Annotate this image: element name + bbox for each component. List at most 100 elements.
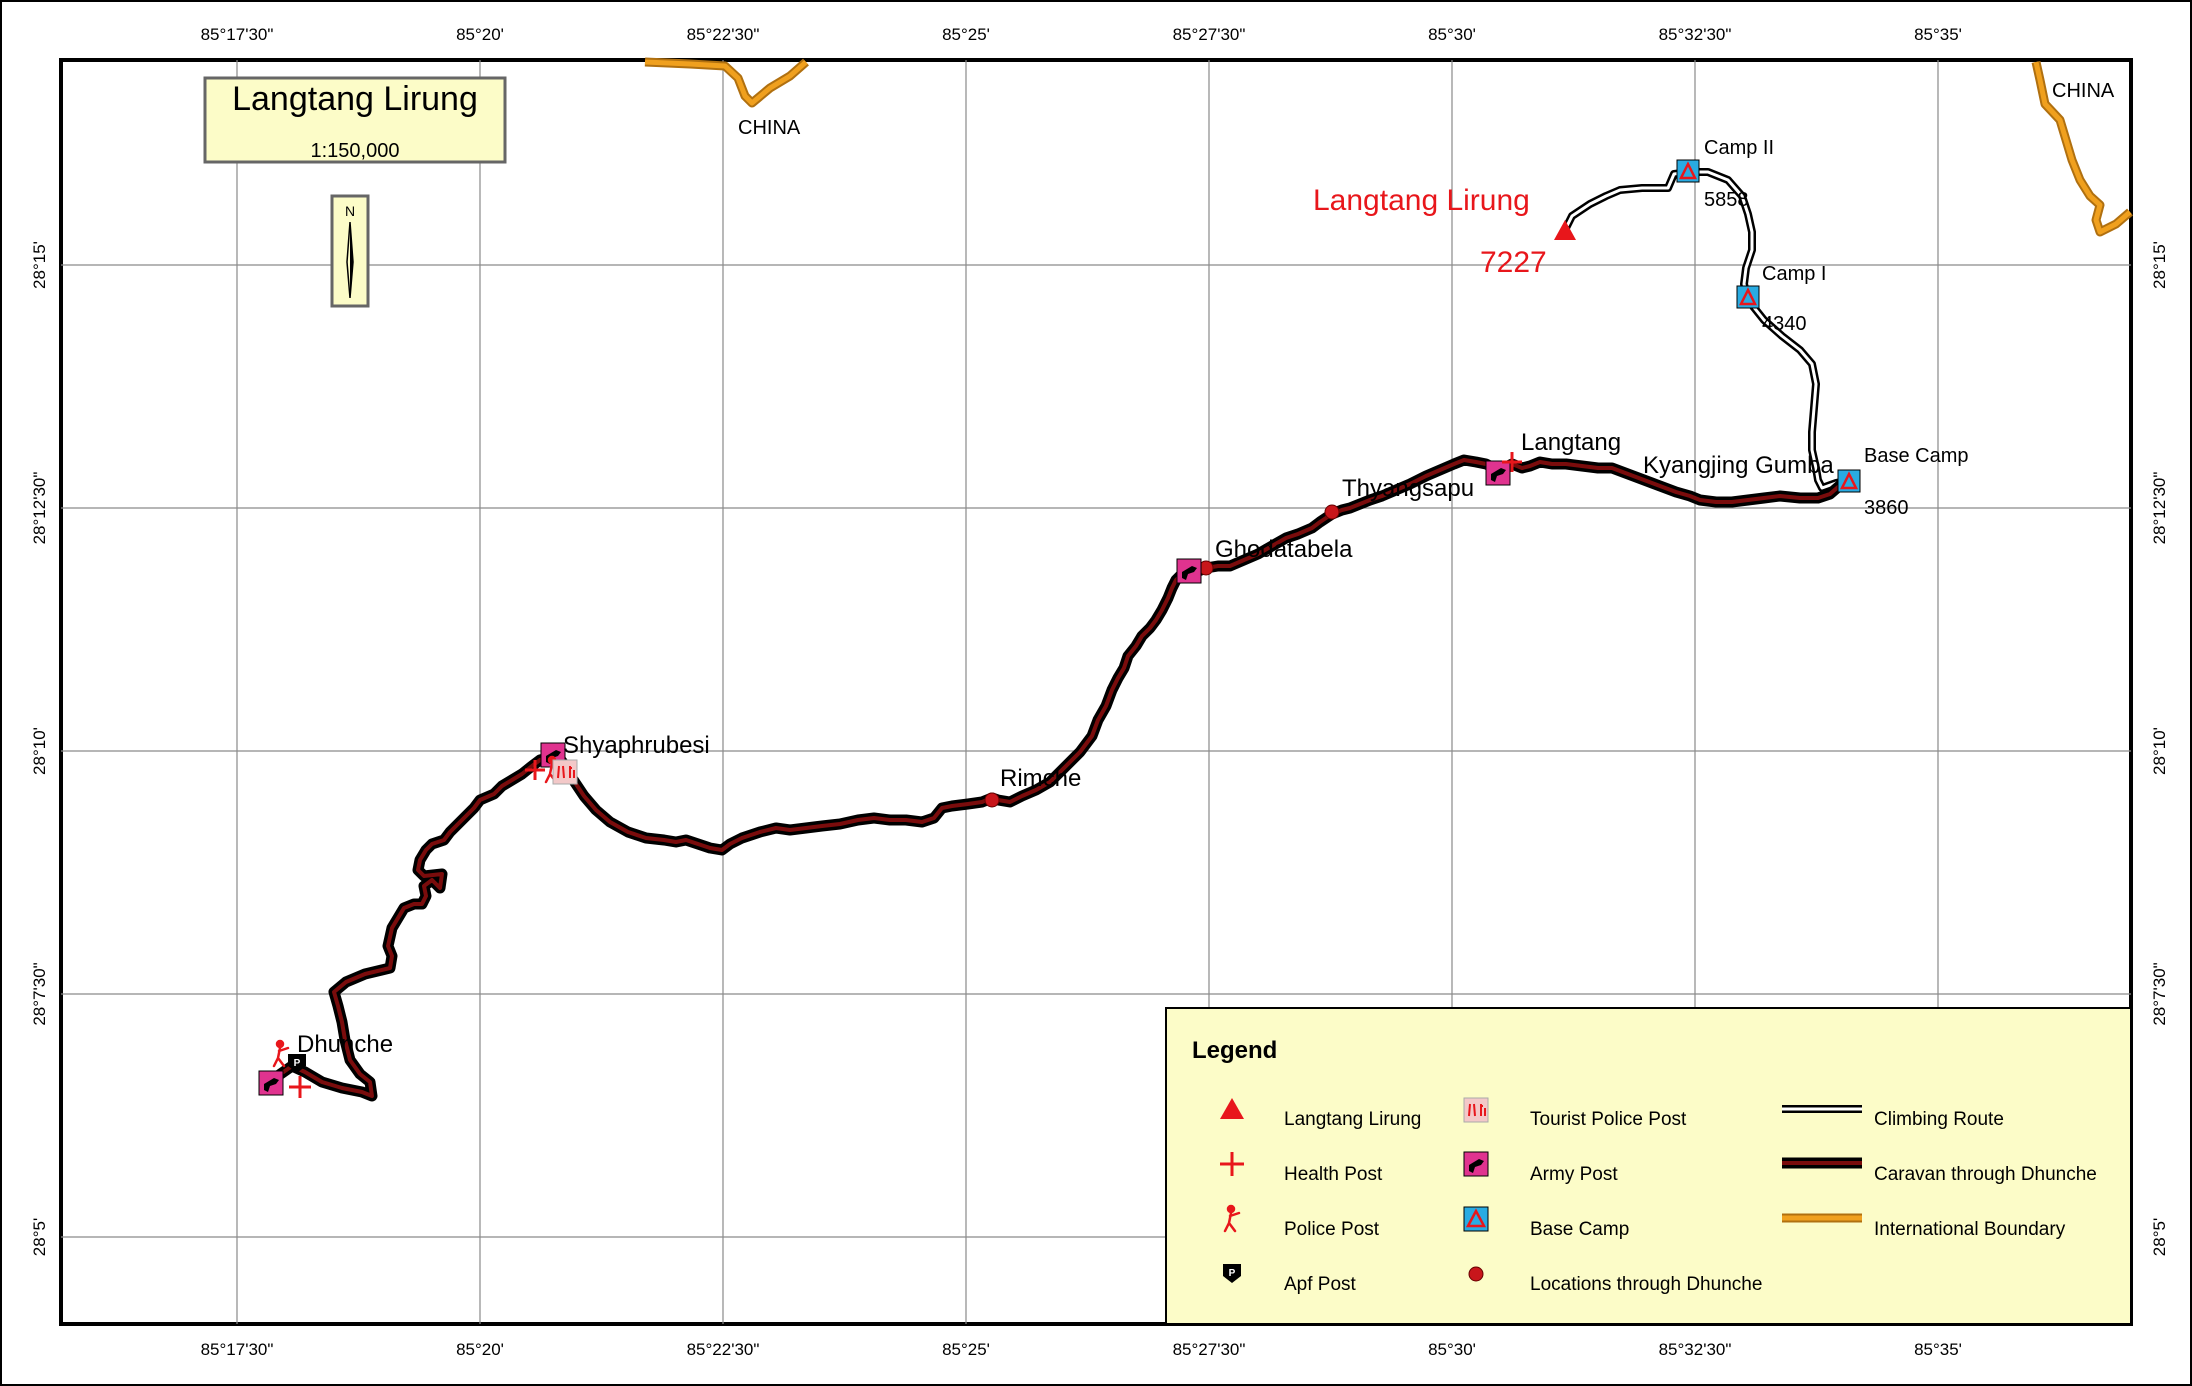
lat-label-right: 28°15' [2150, 241, 2169, 289]
right-latitude-labels: 28°15' 28°12'30" 28°10' 28°7'30" 28°5' [2150, 241, 2169, 1256]
left-latitude-labels: 28°15' 28°12'30" 28°10' 28°7'30" 28°5' [30, 241, 49, 1256]
legend-col3-labels: Climbing Route Caravan through Dhunche I… [1874, 1109, 2097, 1240]
place-label-shyaphrubesi: Shyaphrubesi [563, 732, 710, 759]
camp1-marker [1736, 285, 1760, 309]
police-person-icon [1226, 1204, 1236, 1214]
legend-label: Langtang Lirung [1284, 1109, 1421, 1130]
army-post-langtang [1485, 460, 1511, 486]
camp2-marker [1676, 159, 1700, 183]
legend-tourist-police-icon [1463, 1097, 1489, 1123]
north-letter: N [345, 203, 355, 219]
peak-triangle-icon [1554, 220, 1576, 240]
legend-col1-labels: Langtang Lirung Health Post Police Post … [1284, 1109, 1421, 1295]
tent-icon [1839, 471, 1859, 490]
legend-health-icon [1220, 1152, 1244, 1176]
lat-label-right: 28°7'30" [2150, 962, 2169, 1025]
lon-label-top: 85°20' [456, 25, 504, 44]
tent-icon [1465, 1208, 1487, 1228]
health-post-dhunche [289, 1076, 311, 1098]
lat-label-left: 28°5' [30, 1218, 49, 1256]
apf-letter-icon: P [1229, 1268, 1236, 1279]
lon-label-top: 85°35' [1914, 25, 1962, 44]
legend-label: Climbing Route [1874, 1109, 2004, 1130]
legend: Legend P Langtang Lirung Health Post Pol… [1165, 1007, 2132, 1325]
legend-col2-labels: Tourist Police Post Army Post Base Camp … [1530, 1109, 1762, 1295]
legend-label: Base Camp [1530, 1219, 1629, 1240]
north-arrow-half-icon [350, 222, 353, 298]
tent-icon [1738, 287, 1758, 306]
apf-shield-icon [288, 1054, 306, 1073]
tourist-police-figures-icon [1468, 1103, 1486, 1117]
place-label-kyangjing: Kyangjing Gumba [1643, 452, 1834, 479]
army-post-dhunche [258, 1070, 284, 1096]
lon-label-top: 85°22'30" [687, 25, 760, 44]
camp1-elevation: 4340 [1762, 313, 1807, 335]
country-label-china: CHINA [738, 117, 801, 139]
camp1-name: Camp I [1762, 263, 1826, 285]
legend-peak-icon [1220, 1098, 1244, 1119]
lat-label-left: 28°7'30" [30, 962, 49, 1025]
camp-labels: Camp II 5858 Camp I 4340 Base Camp 3860 [1704, 137, 1969, 519]
legend-label: Army Post [1530, 1164, 1618, 1185]
lon-label-bottom: 85°17'30" [201, 1340, 274, 1359]
place-label-ghodatabela: Ghodatabela [1215, 536, 1353, 563]
legend-label: Locations through Dhunche [1530, 1274, 1762, 1295]
country-label-china: CHINA [2052, 80, 2115, 102]
tourist-police-post-shyaphrubesi [552, 759, 578, 785]
lon-label-bottom: 85°22'30" [687, 1340, 760, 1359]
peak-elevation-label: 7227 [1480, 246, 1547, 279]
health-post-shyaphrubesi [525, 760, 545, 780]
police-person-icon [1223, 1211, 1241, 1233]
place-label-thyangsapu: Thyangsapu [1342, 475, 1474, 502]
legend-box [1165, 1007, 2132, 1325]
top-longitude-labels: 85°17'30" 85°20' 85°22'30" 85°25' 85°27'… [201, 25, 1962, 44]
legend-police-icon [1223, 1204, 1241, 1233]
boundary-line-top-fill [644, 59, 808, 106]
boundary-line-right-fill [2033, 61, 2132, 235]
map-title: Langtang Lirung [232, 80, 478, 118]
legend-label: Tourist Police Post [1530, 1109, 1687, 1130]
army-post-ghodatabela [1176, 558, 1202, 584]
apf-letter-icon: P [294, 1058, 301, 1069]
health-post-langtang [1502, 452, 1522, 472]
peak-name-label: Langtang Lirung [1313, 184, 1530, 217]
legend-label: Health Post [1284, 1164, 1383, 1185]
legend-title: Legend [1192, 1037, 1277, 1064]
legend-label: Caravan through Dhunche [1874, 1164, 2097, 1185]
climbing-route-inner [1563, 170, 1847, 490]
legend-label: International Boundary [1874, 1219, 2066, 1240]
lat-label-right: 28°10' [2150, 727, 2169, 775]
legend-army-icon [1463, 1151, 1489, 1177]
title-box: Langtang Lirung 1:150,000 [203, 76, 507, 164]
lon-label-top: 85°25' [942, 25, 990, 44]
apf-shield-icon [1223, 1264, 1241, 1283]
map-scale: 1:150,000 [311, 140, 400, 162]
police-post-dhunche [272, 1039, 290, 1068]
tourist-police-figures-icon [557, 765, 575, 779]
location-dot-thyangsapu [1324, 504, 1340, 520]
title-box-bg [203, 76, 507, 164]
place-labels: Dhunche Shyaphrubesi Rimche Ghodatabela … [297, 429, 1834, 1058]
place-label-dhunche: Dhunche [297, 1031, 393, 1058]
army-post-icon [1176, 558, 1202, 584]
lat-label-left: 28°12'30" [30, 472, 49, 545]
camp2-elevation: 5858 [1704, 189, 1749, 211]
lon-label-bottom: 85°35' [1914, 1340, 1962, 1359]
north-arrow: N [330, 194, 370, 308]
legend-apf-icon: P [1223, 1264, 1241, 1283]
lon-label-bottom: 85°25' [942, 1340, 990, 1359]
tent-icon [1678, 161, 1698, 180]
lon-label-bottom: 85°30' [1428, 1340, 1476, 1359]
legend-location-dot-icon [1468, 1266, 1484, 1282]
lon-label-bottom: 85°27'30" [1173, 1340, 1246, 1359]
legend-label: Apf Post [1284, 1274, 1357, 1295]
legend-basecamp-icon [1463, 1206, 1489, 1232]
lon-label-top: 85°17'30" [201, 25, 274, 44]
lat-label-left: 28°10' [30, 727, 49, 775]
camp2-name: Camp II [1704, 137, 1774, 159]
apf-post-dhunche: P [288, 1054, 306, 1073]
place-label-langtang: Langtang [1521, 429, 1621, 456]
climbing-route [1561, 168, 1849, 492]
lat-label-right: 28°5' [2150, 1218, 2169, 1256]
